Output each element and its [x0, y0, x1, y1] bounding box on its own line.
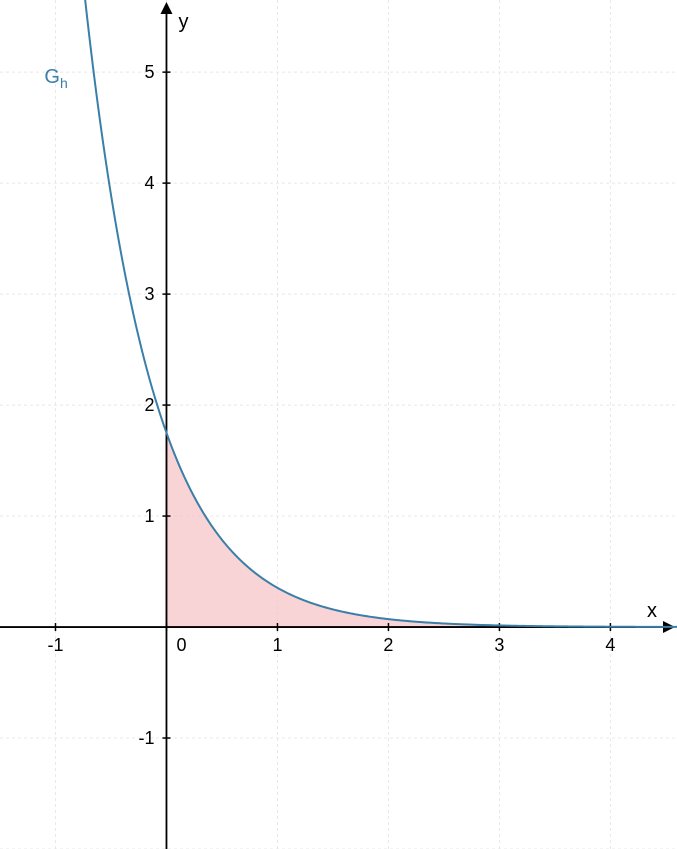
y-tick-label: 4 — [144, 173, 154, 193]
x-tick-label: 3 — [494, 635, 504, 655]
x-tick-label: 0 — [176, 635, 186, 655]
x-tick-label: 1 — [272, 635, 282, 655]
x-tick-label: -1 — [47, 635, 63, 655]
x-tick-label: 2 — [383, 635, 393, 655]
x-tick-label: 4 — [605, 635, 615, 655]
function-graph: -101234-112345xyGh — [0, 0, 677, 849]
y-tick-label: 5 — [144, 62, 154, 82]
x-axis-label: x — [647, 600, 657, 622]
y-axis-label: y — [178, 11, 188, 33]
y-tick-label: 3 — [144, 284, 154, 304]
y-tick-label: 2 — [144, 395, 154, 415]
y-tick-label: -1 — [138, 728, 154, 748]
y-tick-label: 1 — [144, 506, 154, 526]
